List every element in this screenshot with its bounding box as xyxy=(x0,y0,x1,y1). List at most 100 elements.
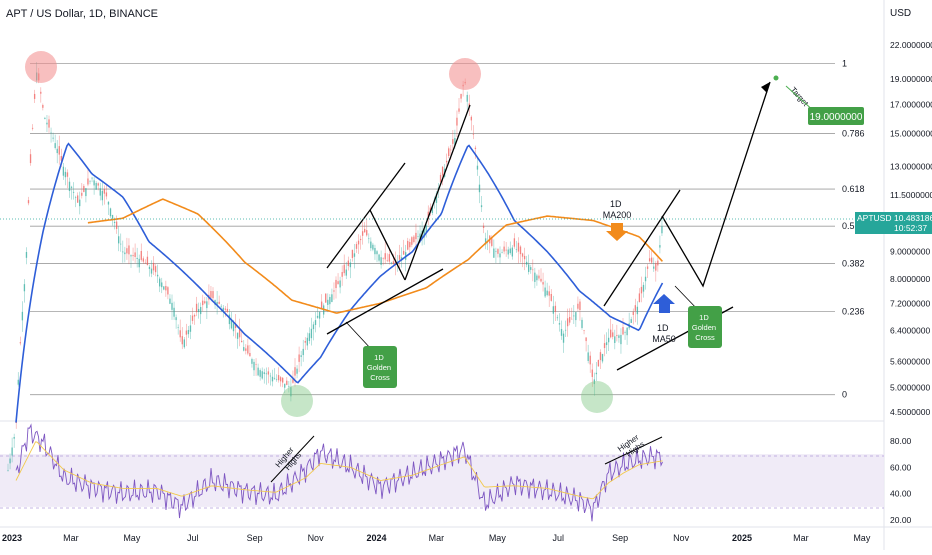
candle-body xyxy=(222,307,224,312)
candle-body xyxy=(525,261,528,265)
rsi-tick-label: 40.00 xyxy=(890,489,912,499)
candle-body xyxy=(118,236,120,244)
candle-body xyxy=(261,371,263,379)
candle-body xyxy=(554,305,557,312)
candle-body xyxy=(361,231,364,236)
candle-body xyxy=(359,238,362,241)
rsi-ma-line xyxy=(15,441,663,500)
candle-body xyxy=(66,172,69,177)
candle-body xyxy=(257,367,259,376)
projection-path xyxy=(661,81,771,288)
candle-body xyxy=(304,341,306,343)
candle-body xyxy=(335,279,337,289)
candle-body xyxy=(591,369,593,377)
candle-body xyxy=(29,154,32,164)
currency-label[interactable]: USD xyxy=(890,8,912,19)
candle-body xyxy=(284,383,286,388)
target-badge[interactable] xyxy=(808,107,864,125)
candle-body xyxy=(279,377,282,382)
channel-1-break xyxy=(369,209,406,281)
candle-body xyxy=(60,156,63,161)
candle-body xyxy=(308,333,311,341)
candles xyxy=(7,62,663,472)
candle-body xyxy=(548,291,550,296)
candle-body xyxy=(150,268,153,274)
fib-label: 0.786 xyxy=(842,129,865,139)
candle-body xyxy=(191,315,194,321)
candle-body xyxy=(111,215,114,219)
candle-body xyxy=(91,177,93,179)
candle-body xyxy=(589,355,591,365)
time-tick-label: May xyxy=(123,533,141,543)
candle-body xyxy=(99,188,101,196)
candle-body xyxy=(491,237,493,246)
candle-body xyxy=(425,225,427,233)
candle-body xyxy=(595,372,598,375)
price-tick-label: 8.0000000 xyxy=(890,274,930,284)
candle-body xyxy=(622,327,624,335)
candle-body xyxy=(48,119,50,128)
candle-body xyxy=(593,379,596,385)
candle-body xyxy=(7,470,9,471)
fib-label: 0 xyxy=(842,390,847,400)
time-tick-label: 2023 xyxy=(2,533,22,543)
candle-body xyxy=(616,334,618,336)
candle-body xyxy=(569,317,571,323)
candle-body xyxy=(343,264,345,274)
candle-body xyxy=(126,248,128,254)
candle-body xyxy=(646,266,649,269)
price-badge-symbol: APTUSD xyxy=(857,213,891,223)
time-axis[interactable]: 2023 Mar May Jul Sep Nov 2024 Mar May Jul Sep Nov 20… xyxy=(2,533,871,543)
golden-cross-pointer-1 xyxy=(345,321,373,351)
candle-body xyxy=(378,254,380,261)
candle-body xyxy=(509,248,511,254)
candle-body xyxy=(386,260,388,262)
candle-body xyxy=(316,315,319,318)
candle-body xyxy=(329,297,331,305)
rsi-axis[interactable]: 80.00 60.00 40.00 20.00 xyxy=(890,436,912,525)
candle-body xyxy=(653,266,655,269)
fib-label: 1 xyxy=(842,59,847,69)
candle-body xyxy=(513,238,516,247)
candle-body xyxy=(519,246,522,255)
candle-body xyxy=(267,371,270,375)
candle-body xyxy=(452,139,454,144)
ma200-label: 1D MA200 xyxy=(603,199,632,220)
candle-body xyxy=(476,165,479,170)
price-tick-label: 22.0000000 xyxy=(890,40,932,50)
candle-body xyxy=(46,122,48,125)
candle-body xyxy=(312,324,315,330)
candle-body xyxy=(296,368,298,374)
candle-body xyxy=(320,301,323,309)
candle-body xyxy=(624,332,626,333)
price-tick-label: 17.0000000 xyxy=(890,100,932,110)
target-dot xyxy=(773,75,779,81)
ma50-label: 1D MA50 xyxy=(652,323,676,344)
candle-body xyxy=(370,241,372,249)
candle-body xyxy=(163,286,165,290)
candle-body xyxy=(366,230,368,236)
candle-body xyxy=(638,293,641,303)
candle-body xyxy=(42,105,44,108)
candle-body xyxy=(128,245,130,255)
candle-body xyxy=(103,189,106,194)
channel-3-upper xyxy=(603,189,681,307)
candle-body xyxy=(218,301,220,304)
candle-body xyxy=(415,232,417,240)
candle-body xyxy=(657,260,659,266)
current-price-badge[interactable] xyxy=(855,212,932,234)
candle-body xyxy=(493,248,495,258)
candle-body xyxy=(460,93,462,99)
price-tick-label: 4.5000000 xyxy=(890,407,930,417)
candle-body xyxy=(612,332,614,337)
time-tick-label: Jul xyxy=(552,533,564,543)
candle-body xyxy=(238,328,241,338)
fib-label: 0.5 xyxy=(842,221,855,231)
candle-body xyxy=(337,281,339,285)
time-tick-label: Jul xyxy=(187,533,199,543)
price-tick-label: 6.4000000 xyxy=(890,326,930,336)
candle-body xyxy=(228,314,231,325)
candle-body xyxy=(277,375,280,381)
